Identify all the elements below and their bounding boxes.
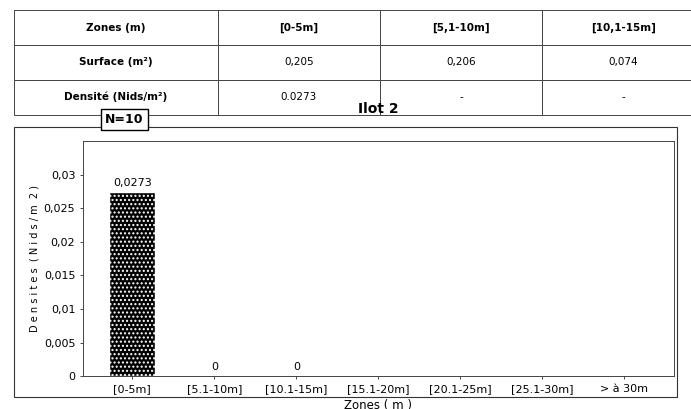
- Text: [5,1-10m]: [5,1-10m]: [433, 22, 490, 33]
- Text: 0,206: 0,206: [446, 57, 476, 67]
- Bar: [542, 45, 691, 80]
- Bar: [14, 80, 218, 115]
- Bar: [218, 45, 380, 80]
- Text: 0: 0: [211, 362, 218, 371]
- Text: -: -: [622, 92, 625, 102]
- Bar: [542, 80, 691, 115]
- Bar: [218, 80, 380, 115]
- Text: 0,074: 0,074: [609, 57, 638, 67]
- Bar: [218, 10, 380, 45]
- Text: Densité (Nids/m²): Densité (Nids/m²): [64, 92, 167, 102]
- Title: Ilot 2: Ilot 2: [358, 102, 399, 116]
- Text: [10,1-15m]: [10,1-15m]: [591, 22, 656, 33]
- Text: 0: 0: [293, 362, 300, 371]
- Bar: [542, 10, 691, 45]
- Text: N=10: N=10: [105, 113, 144, 126]
- X-axis label: Zones ( m ): Zones ( m ): [344, 400, 413, 409]
- Bar: [110, 193, 155, 376]
- Text: 0,205: 0,205: [284, 57, 314, 67]
- Text: 0.0273: 0.0273: [281, 92, 317, 102]
- Bar: [14, 45, 218, 80]
- Bar: [380, 10, 542, 45]
- Text: Zones (m): Zones (m): [86, 22, 146, 33]
- Bar: [380, 45, 542, 80]
- Text: Surface (m²): Surface (m²): [79, 57, 153, 67]
- Bar: [14, 10, 218, 45]
- Text: -: -: [460, 92, 463, 102]
- Bar: [380, 80, 542, 115]
- Y-axis label: D e n s i t e s  ( N i d s / m  2 ): D e n s i t e s ( N i d s / m 2 ): [30, 185, 39, 332]
- Text: [0-5m]: [0-5m]: [279, 22, 319, 33]
- Text: 0,0273: 0,0273: [113, 178, 152, 188]
